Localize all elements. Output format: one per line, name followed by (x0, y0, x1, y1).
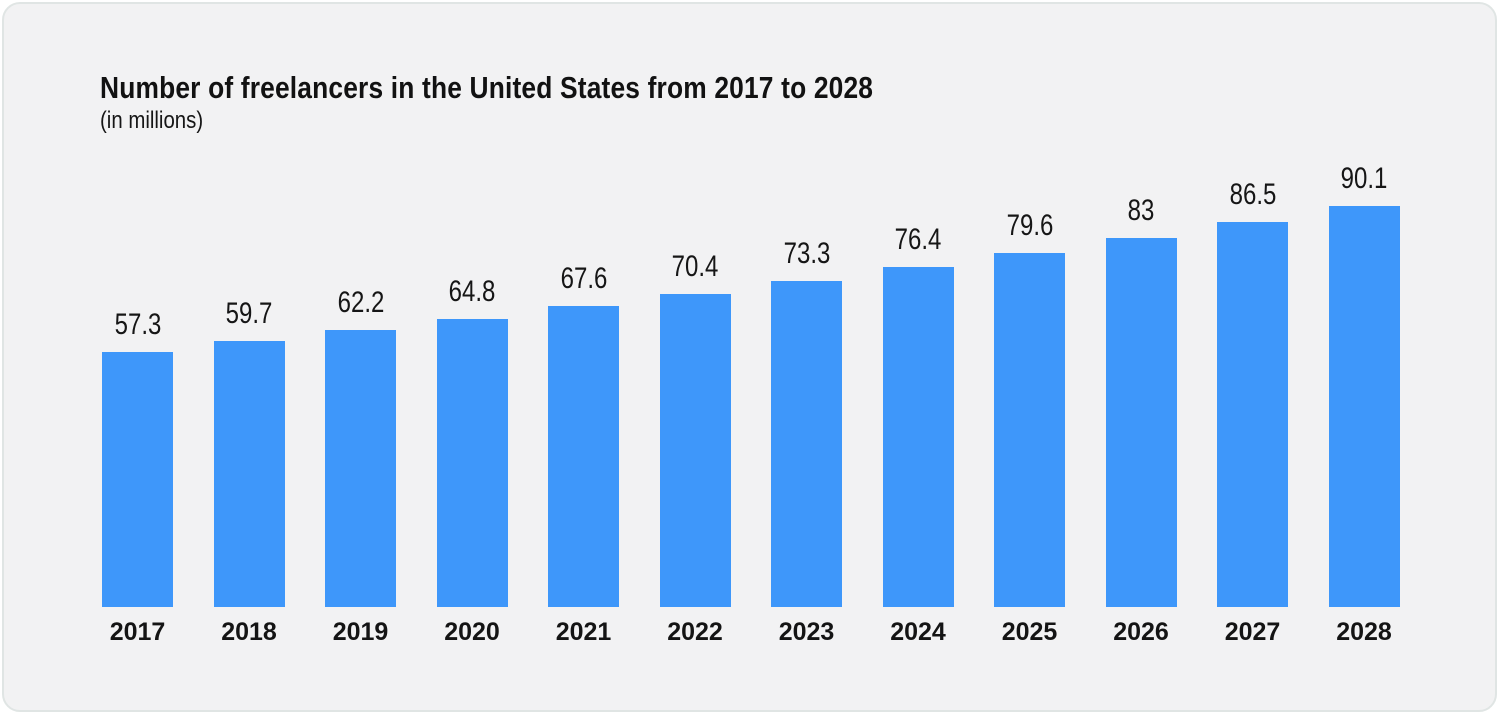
bar-2026 (1105, 238, 1177, 607)
bar-value-label: 70.4 (671, 250, 719, 283)
x-axis-label: 2028 (1336, 618, 1392, 646)
chart-subtitle: (in millions) (100, 107, 204, 134)
bar-2022 (659, 294, 731, 607)
bar-2025 (994, 253, 1065, 607)
bar-value-label: 67.6 (560, 262, 607, 295)
bar-2028 (1328, 206, 1400, 607)
bar-value-label: 79.6 (1006, 209, 1053, 242)
bar-value-label: 83 (1127, 194, 1155, 227)
bar-value-label: 76.4 (894, 223, 942, 256)
bar-value-label: 90.1 (1340, 162, 1388, 195)
bar-2020 (436, 319, 508, 607)
bar-2027 (1217, 222, 1288, 607)
bar-2024 (882, 267, 954, 607)
bar-2017 (102, 352, 173, 607)
x-axis-label: 2025 (1001, 618, 1058, 646)
bar-value-label: 64.8 (448, 275, 496, 308)
bar-value-label: 59.7 (225, 297, 273, 330)
bar-value-label: 73.3 (783, 237, 830, 270)
chart-title: Number of freelancers in the United Stat… (100, 70, 874, 105)
bar-value-label: 62.2 (337, 286, 384, 319)
x-axis-label: 2020 (444, 618, 500, 646)
bar-2019 (325, 330, 396, 607)
bar-value-label: 57.3 (114, 308, 161, 341)
x-axis-label: 2019 (332, 618, 389, 646)
x-axis-label: 2018 (221, 618, 277, 646)
x-axis-label: 2022 (667, 618, 723, 646)
x-axis-label: 2021 (555, 618, 612, 646)
bar-2018 (213, 341, 285, 607)
bar-value-label: 86.5 (1229, 178, 1276, 211)
x-axis-label: 2024 (890, 618, 946, 646)
x-axis-label: 2023 (778, 618, 835, 646)
x-axis-label: 2017 (109, 618, 166, 646)
x-axis-label: 2026 (1113, 618, 1169, 646)
bar-2023 (771, 281, 842, 607)
x-axis-label: 2027 (1224, 618, 1281, 646)
bar-2021 (548, 306, 619, 607)
